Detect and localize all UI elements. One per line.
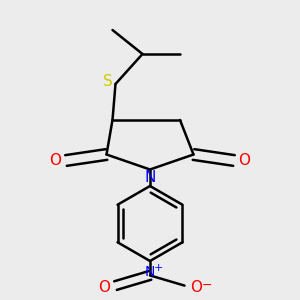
Text: −: − xyxy=(202,278,212,292)
Text: +: + xyxy=(154,262,163,273)
Text: O: O xyxy=(238,153,250,168)
Text: O: O xyxy=(98,280,110,295)
Text: O: O xyxy=(190,280,202,295)
Text: O: O xyxy=(50,153,61,168)
Text: N: N xyxy=(144,170,156,185)
Text: S: S xyxy=(103,74,113,89)
Text: N: N xyxy=(145,265,155,279)
